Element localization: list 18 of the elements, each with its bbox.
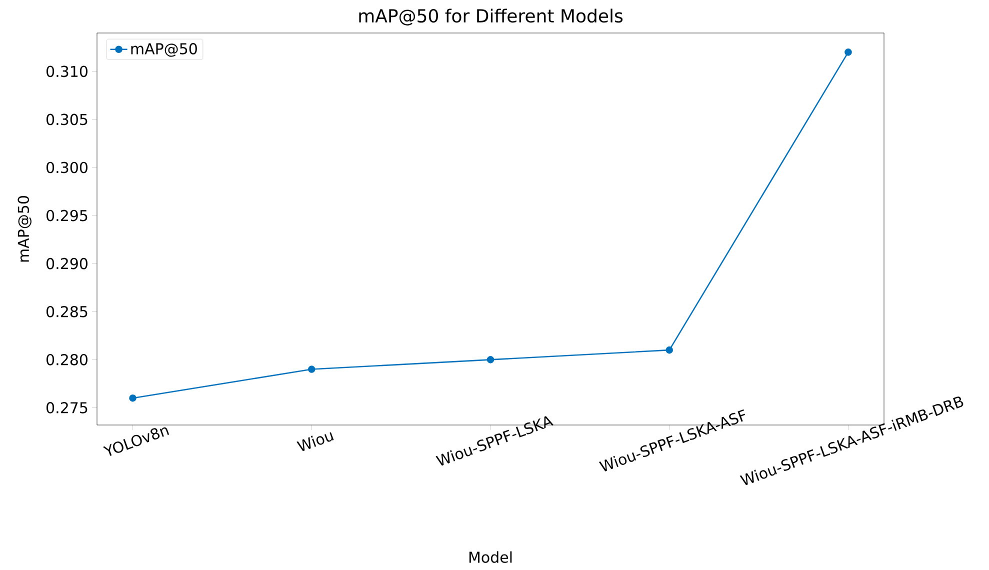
- y-axis-title: mAP@50: [18, 196, 32, 262]
- point: [308, 366, 316, 373]
- chart-title: mAP@50 for Different Models: [359, 8, 623, 26]
- legend-label: mAP@50: [131, 43, 197, 57]
- y-tick-label: 0.300: [46, 162, 88, 174]
- y-tick-label: 0.290: [46, 258, 88, 270]
- point: [844, 48, 852, 56]
- y-tick-label: 0.310: [46, 66, 88, 78]
- y-tick-label: 0.305: [46, 114, 88, 126]
- point: [486, 356, 494, 364]
- y-tick-label: 0.280: [46, 354, 88, 366]
- y-tick-label: 0.295: [46, 210, 88, 222]
- point: [666, 346, 674, 354]
- x-tick-label: Wiou: [296, 432, 334, 452]
- x-axis-title: Model: [469, 551, 512, 563]
- y-tick-label: 0.285: [46, 306, 88, 318]
- y-tick-label: 0.275: [46, 402, 88, 414]
- point: [129, 394, 136, 402]
